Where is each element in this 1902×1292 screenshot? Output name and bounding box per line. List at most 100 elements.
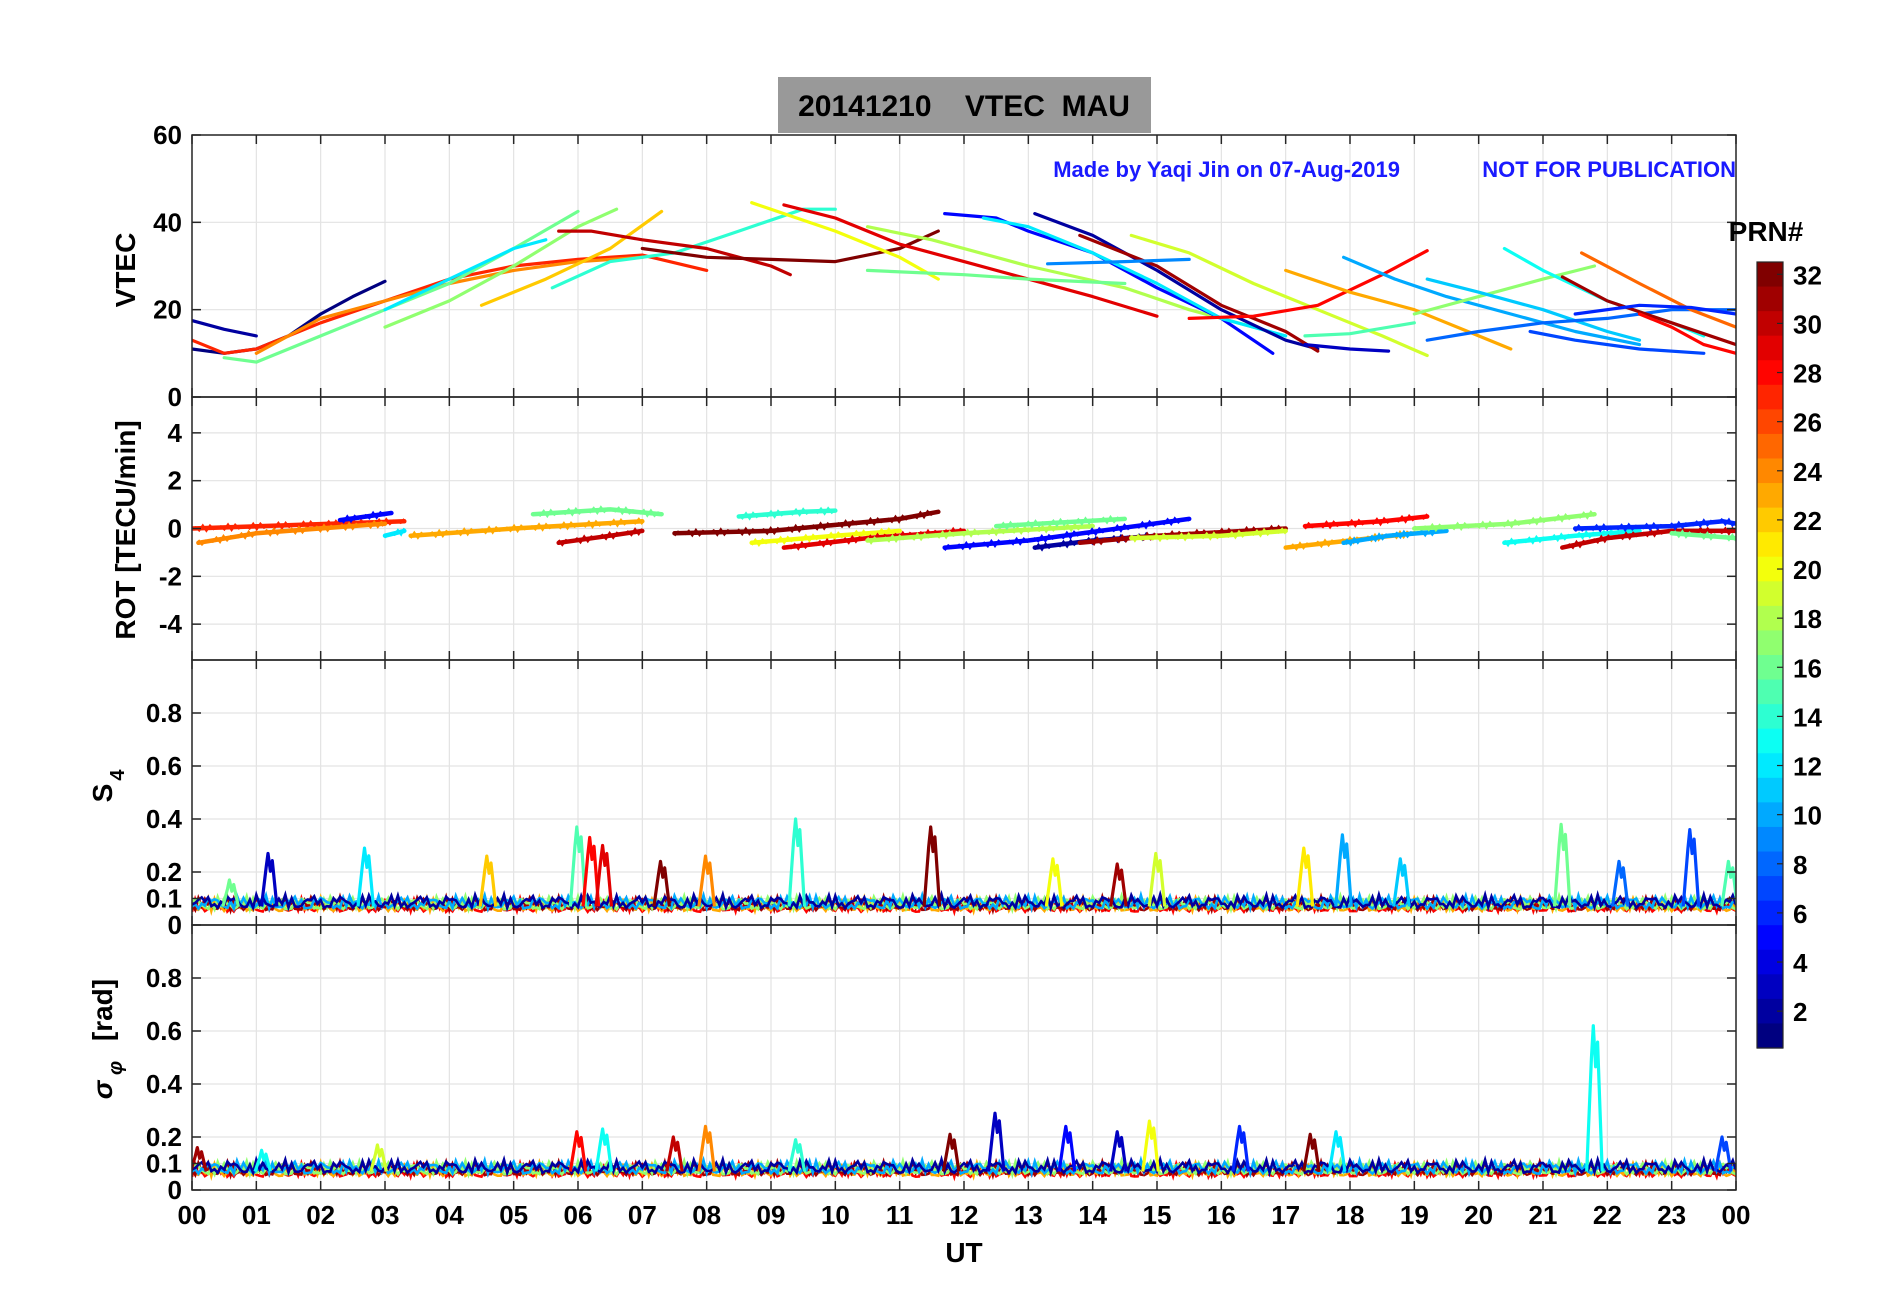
s4-spike-prn-16 [221, 878, 240, 907]
x-tick-label: 13 [1014, 1200, 1043, 1230]
s4-baseline-prn-2 [192, 889, 1736, 913]
vtec-series-prn-18 [865, 225, 1256, 329]
colorbar-swatch [1757, 532, 1783, 558]
vtec-series-prn-19 [1129, 233, 1429, 358]
vtec-series-prn-9 [1046, 257, 1191, 266]
rot-data [192, 505, 1736, 552]
colorbar-swatch [1757, 483, 1783, 509]
colorbar-tick-label: 8 [1793, 850, 1807, 880]
sigma_phi-y-tick-label: 0.8 [146, 963, 182, 993]
rot-noise-prn-14 [738, 506, 837, 521]
sigma_phi-spike-prn-13 [253, 1148, 273, 1173]
title-box-background [778, 77, 1151, 133]
colorbar-swatch [1757, 925, 1783, 951]
s4-spike-prn-10 [1334, 833, 1353, 907]
colorbar-label: PRN# [1729, 216, 1804, 247]
colorbar-swatch [1757, 777, 1783, 803]
sigma_phi-spike-prn-24 [697, 1124, 716, 1172]
vtec-series-prn-30 [557, 229, 792, 277]
rot-noise-prn-12 [384, 527, 406, 539]
rot-noise-prn-5 [339, 510, 392, 524]
colorbar-swatch [1757, 728, 1783, 754]
colorbar-tick-label: 4 [1793, 948, 1808, 978]
colorbar-tick-label: 32 [1793, 260, 1822, 290]
s4-ylabel: S 4 [87, 769, 129, 803]
colorbar-swatch [1757, 384, 1783, 410]
s4-spike-prn-3 [259, 851, 279, 907]
colorbar-swatch [1757, 974, 1783, 1000]
rot-noise-prn-5 [943, 516, 1190, 551]
colorbar-swatch [1757, 581, 1783, 607]
rot-y-tick-label: -2 [159, 561, 182, 591]
sigma_phi-spike-prn-31 [192, 1146, 208, 1172]
x-tick-label: 19 [1400, 1200, 1429, 1230]
rot-noise-prn-13 [1503, 526, 1641, 548]
vtec-series-prn-31 [1078, 233, 1320, 353]
figure-title: 20141210 VTEC MAU [798, 90, 1130, 123]
sigma_phi-spike-prn-7 [1713, 1135, 1733, 1172]
rot-noise-prn-6 [1574, 517, 1736, 533]
x-tick-label: 20 [1464, 1200, 1493, 1230]
colorbar-swatch [1757, 876, 1783, 902]
sigma_phi-y-tick-label: 0.4 [146, 1069, 183, 1099]
sigma_phi-y-tick-label: 0.6 [146, 1016, 182, 1046]
svg-text:φ: φ [105, 1061, 127, 1075]
rot-y-tick-label: -4 [159, 609, 183, 639]
vtec-series-prn-14 [550, 207, 837, 290]
colorbar-swatch [1757, 679, 1783, 705]
rot-series-prn-18 [865, 523, 1095, 543]
x-tick-label: 06 [564, 1200, 593, 1230]
vtec-series-prn-20 [750, 201, 940, 281]
x-tick-label: 04 [435, 1200, 464, 1230]
vtec-series-prn-17 [1412, 264, 1597, 316]
vtec-series-prn-17 [383, 207, 619, 329]
vtec-series-prn-2 [192, 319, 258, 338]
s4-spike-prn-14 [787, 817, 807, 907]
sigma_phi-baseline-prn-2 [192, 1154, 1736, 1178]
sigma_phi-spike-prn-5 [1057, 1124, 1077, 1172]
sigma_phi-spike-prn-30 [665, 1135, 684, 1172]
s4-spike-prn-20 [1044, 857, 1064, 907]
title-box: 20141210 VTEC MAU [778, 77, 1151, 133]
rot-noise-prn-28 [1304, 513, 1429, 530]
vtec-series-prn-8 [1425, 308, 1736, 342]
x-tick-label: 08 [692, 1200, 721, 1230]
vtec-series-prn-27 [192, 253, 709, 355]
rot-noise-prn-30 [1561, 526, 1736, 550]
colorbar-tick-label: 22 [1793, 506, 1822, 536]
rot-y-tick-label: 0 [168, 514, 182, 544]
x-tick-label: 05 [499, 1200, 528, 1230]
rot-noise-prn-19 [1130, 527, 1287, 543]
s4-y-tick-label: 0 [168, 910, 182, 940]
colorbar-frame [1756, 261, 1784, 1049]
x-axis-label: UT [945, 1237, 982, 1268]
credit-notice: NOT FOR PUBLICATION [1482, 157, 1736, 182]
sigma_phi-spike-prn-32 [1302, 1132, 1321, 1172]
sigma_phi-y-tick-label: 0 [168, 1175, 182, 1205]
rot-y-tick-label: 4 [168, 418, 183, 448]
svg-text:σ: σ [87, 1079, 118, 1099]
colorbar-swatch [1757, 826, 1783, 853]
vtec-series-prn-16 [865, 268, 1127, 286]
rot-ylabel: ROT [TECU/min] [110, 420, 141, 639]
x-tick-label: 23 [1657, 1200, 1686, 1230]
s4-y-tick-label: 0.1 [146, 884, 182, 914]
colorbar-tick-label: 26 [1793, 408, 1822, 438]
credit-author: Made by Yaqi Jin on 07-Aug-2019 [1053, 157, 1400, 182]
colorbar-swatch [1757, 630, 1783, 656]
sigma_phi-spike-prn-6 [1231, 1124, 1250, 1172]
vtec-series-prn-6 [1573, 303, 1736, 316]
s4-spike-prn-29 [594, 843, 614, 907]
vtec-series-prn-11 [1425, 277, 1642, 342]
x-tick-label: 00 [1722, 1200, 1751, 1230]
s4-spike-prn-16 [1553, 822, 1572, 907]
s4-spike-prn-8 [1610, 859, 1630, 907]
vtec-y-tick-label: 20 [153, 295, 182, 325]
sigma_phi-spike-prn-3 [986, 1111, 1006, 1172]
vtec-series-prn-31 [1560, 275, 1736, 347]
vtec-series-prn-23 [1284, 268, 1513, 351]
vtec-ylabel: VTEC [110, 233, 141, 308]
colorbar-tick-label: 20 [1793, 555, 1822, 585]
vtec-y-tick-label: 0 [168, 382, 182, 412]
